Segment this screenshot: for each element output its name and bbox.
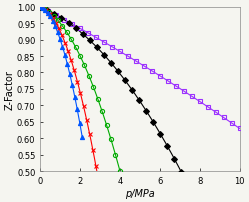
Y-axis label: Z-Factor: Z-Factor <box>4 70 14 109</box>
X-axis label: p/MPa: p/MPa <box>125 188 155 198</box>
